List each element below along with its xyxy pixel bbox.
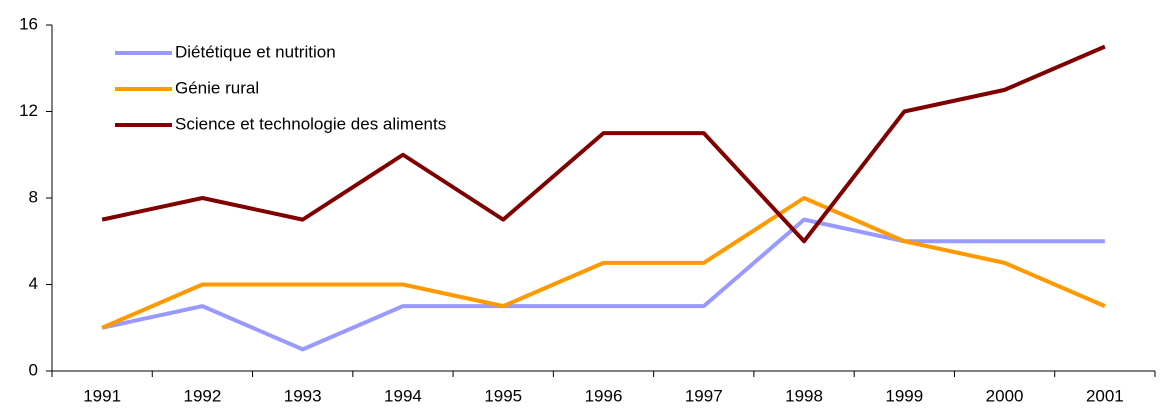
series-line [101,217,1105,352]
legend-label: Science et technologie des aliments [175,114,446,133]
legend-label: Génie rural [175,78,259,97]
y-tick-label: 16 [19,14,38,33]
x-tick-label: 1992 [183,386,221,405]
x-tick-label: 1994 [384,386,422,405]
x-tick-label: 2001 [1086,386,1124,405]
x-tick-label: 1996 [585,386,623,405]
x-tick-label: 1997 [685,386,723,405]
x-tick-label: 1993 [284,386,322,405]
x-tick-label: 1999 [885,386,923,405]
y-tick-label: 0 [29,360,38,379]
x-tick-label: 1995 [484,386,522,405]
y-tick-label: 4 [29,274,38,293]
y-tick-label: 8 [29,187,38,206]
series-line [101,196,1106,330]
x-tick-label: 1998 [785,386,823,405]
x-tick-label: 1991 [83,386,121,405]
legend-label: Diététique et nutrition [175,42,336,61]
y-tick-label: 12 [19,101,38,120]
x-tick-label: 2000 [986,386,1024,405]
series-line [101,44,1106,244]
